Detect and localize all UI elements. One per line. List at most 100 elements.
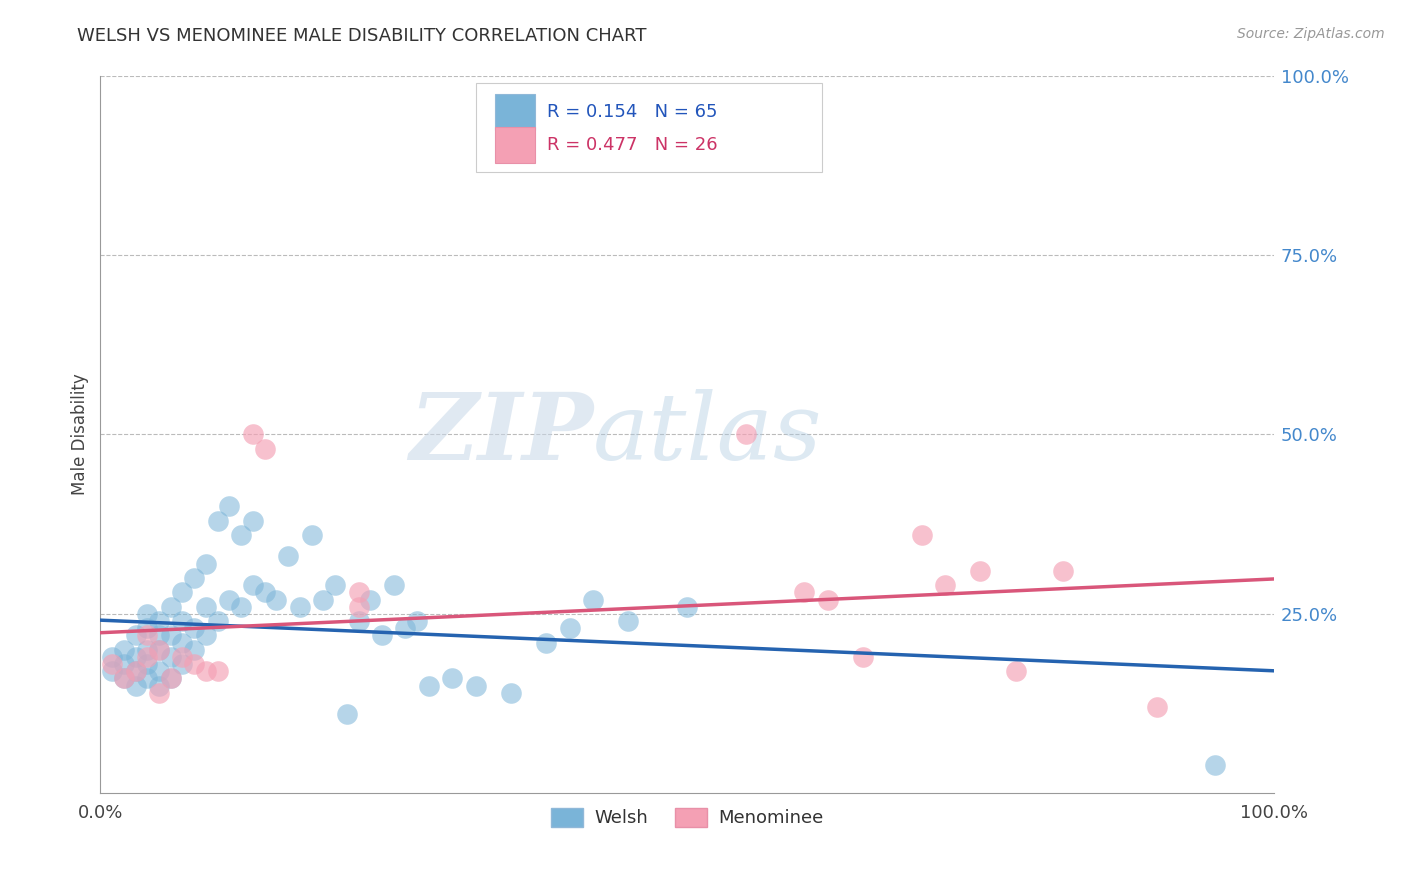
Point [183,571,205,585]
Point [406,614,429,628]
Point [101,657,124,672]
Point [136,672,159,686]
Point [1204,757,1226,772]
Text: R = 0.477   N = 26: R = 0.477 N = 26 [547,136,718,154]
Point [136,607,159,621]
Point [101,650,124,665]
Point [242,514,264,528]
Point [441,672,464,686]
Point [277,549,299,564]
Point [124,679,146,693]
Point [148,628,170,642]
Point [734,427,756,442]
Point [148,665,170,679]
Point [172,585,194,599]
Point [194,628,217,642]
Point [536,635,558,649]
Point [148,679,170,693]
Point [172,650,194,665]
Text: WELSH VS MENOMINEE MALE DISABILITY CORRELATION CHART: WELSH VS MENOMINEE MALE DISABILITY CORRE… [77,27,647,45]
Point [172,614,194,628]
Point [159,672,181,686]
Point [934,578,956,592]
Point [136,642,159,657]
Point [112,657,135,672]
Point [312,592,335,607]
Point [347,599,370,614]
Point [207,665,229,679]
Point [136,657,159,672]
Point [172,657,194,672]
Point [112,672,135,686]
Point [382,578,405,592]
Point [288,599,311,614]
Point [172,635,194,649]
Point [1052,564,1074,578]
Point [136,628,159,642]
Point [817,592,839,607]
Point [347,585,370,599]
Point [969,564,991,578]
Point [676,599,699,614]
Point [194,665,217,679]
FancyBboxPatch shape [495,128,534,163]
Point [148,686,170,700]
Point [347,614,370,628]
Point [124,650,146,665]
Point [418,679,440,693]
Point [617,614,640,628]
Point [183,642,205,657]
Point [852,650,875,665]
Legend: Welsh, Menominee: Welsh, Menominee [544,801,831,835]
Point [101,665,124,679]
Point [394,621,416,635]
FancyBboxPatch shape [475,83,823,172]
Point [112,672,135,686]
Point [558,621,581,635]
Point [359,592,381,607]
Point [148,614,170,628]
FancyBboxPatch shape [495,95,534,130]
Point [136,621,159,635]
Point [194,557,217,571]
Point [464,679,486,693]
Point [231,599,253,614]
Text: Source: ZipAtlas.com: Source: ZipAtlas.com [1237,27,1385,41]
Point [1004,665,1026,679]
Point [231,528,253,542]
Point [218,500,240,514]
Point [242,578,264,592]
Point [323,578,346,592]
Point [242,427,264,442]
Point [159,672,181,686]
Point [124,665,146,679]
Point [112,642,135,657]
Point [371,628,394,642]
Point [1146,700,1168,714]
Point [501,686,523,700]
Text: R = 0.154   N = 65: R = 0.154 N = 65 [547,103,718,121]
Point [911,528,934,542]
Point [582,592,605,607]
Point [207,614,229,628]
Point [159,599,181,614]
Point [159,650,181,665]
Point [336,707,359,722]
Point [148,642,170,657]
Point [207,514,229,528]
Point [194,599,217,614]
Point [159,628,181,642]
Point [793,585,815,599]
Text: atlas: atlas [593,390,823,479]
Point [148,642,170,657]
Y-axis label: Male Disability: Male Disability [72,374,89,495]
Point [183,621,205,635]
Point [124,665,146,679]
Point [301,528,323,542]
Point [136,650,159,665]
Text: ZIP: ZIP [409,390,593,479]
Point [266,592,288,607]
Point [183,657,205,672]
Point [124,628,146,642]
Point [253,442,276,456]
